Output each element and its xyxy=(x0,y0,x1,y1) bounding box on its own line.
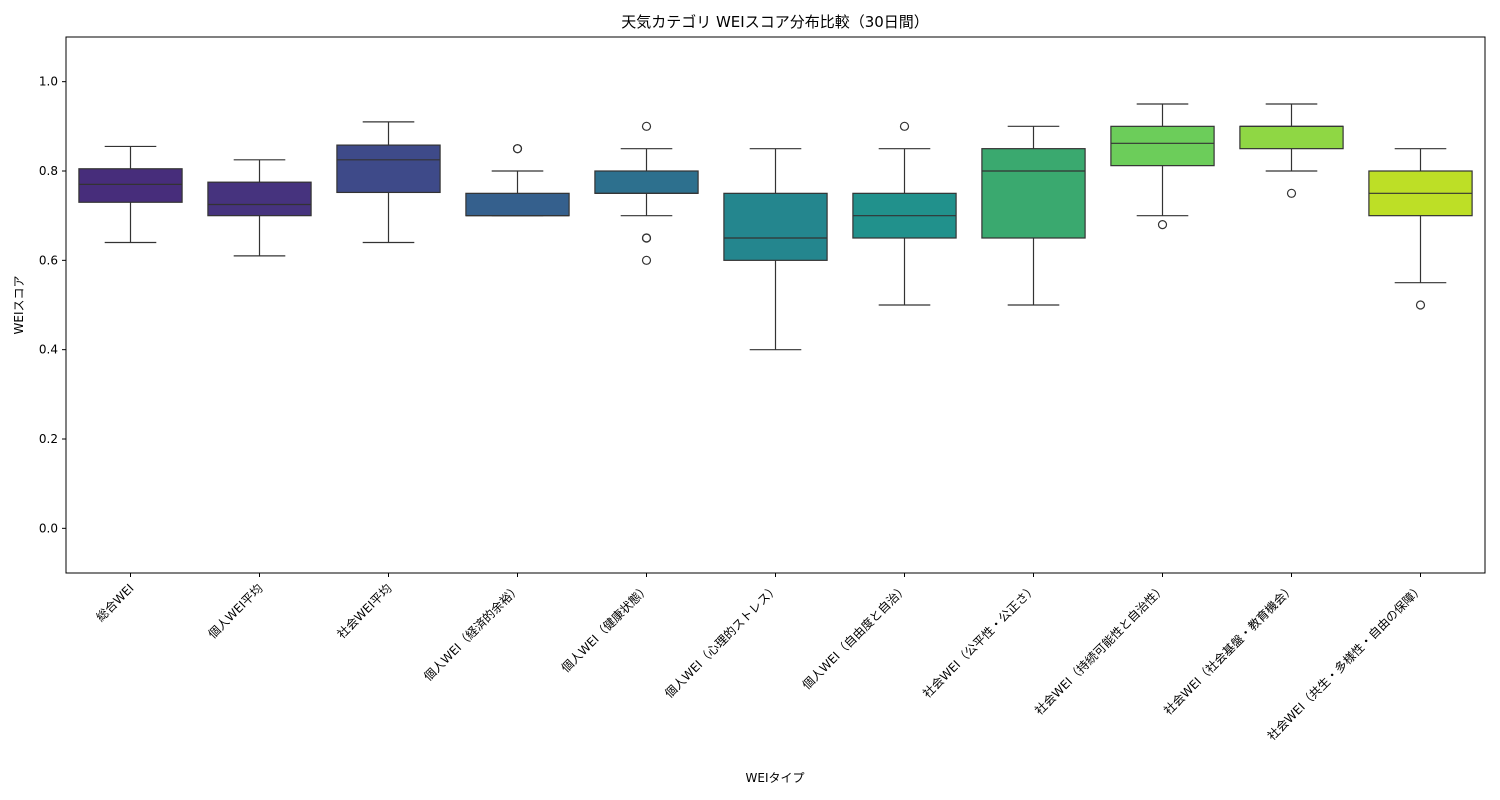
box-group xyxy=(1110,103,1215,230)
y-tick-label: 1.0 xyxy=(39,75,58,89)
box-group xyxy=(1239,103,1344,198)
x-axis-label: WEIタイプ xyxy=(746,771,805,785)
outlier-point xyxy=(641,121,652,131)
box-group xyxy=(981,125,1086,306)
box xyxy=(594,170,699,194)
box xyxy=(981,148,1086,239)
outlier-point xyxy=(641,233,652,243)
box-group xyxy=(465,144,570,217)
outlier-point xyxy=(641,255,652,265)
box xyxy=(207,181,312,217)
x-tick-label: 社会WEI（社会基盤・教育機会） xyxy=(1160,581,1297,718)
box xyxy=(723,192,828,261)
box xyxy=(78,168,183,203)
y-tick-label: 0.4 xyxy=(39,343,58,357)
x-tick-label: 総合WEI xyxy=(93,581,137,625)
x-tick-label: 社会WEI（共生・多様性・自由の保障） xyxy=(1264,581,1427,744)
outlier-point xyxy=(1286,188,1297,198)
x-tick-label: 個人WEI（自由度と自治） xyxy=(799,581,911,693)
box-group xyxy=(336,121,441,244)
x-tick-label: 社会WEI（公平性・公正さ） xyxy=(919,581,1039,701)
chart-title: 天気カテゴリ WEIスコア分布比較（30日間） xyxy=(621,13,929,31)
y-tick-label: 0.0 xyxy=(39,521,58,535)
y-tick-label: 0.6 xyxy=(39,253,58,267)
outlier-point xyxy=(899,121,910,131)
box xyxy=(465,192,570,217)
y-axis-label: WEIスコア xyxy=(12,276,26,335)
x-tick-label: 個人WEI平均 xyxy=(206,581,266,641)
outlier-point xyxy=(512,144,523,154)
x-tick-label: 社会WEI平均 xyxy=(334,581,395,642)
outlier-point xyxy=(1415,300,1426,310)
box-group xyxy=(78,145,183,244)
box xyxy=(1239,125,1344,150)
y-tick-label: 0.2 xyxy=(39,432,58,446)
box-group xyxy=(852,121,957,306)
box xyxy=(336,144,441,194)
x-tick-label: 個人WEI（心理的ストレス） xyxy=(661,581,781,701)
x-tick-label: 社会WEI（持続可能性と自治性） xyxy=(1031,581,1168,718)
x-tick-label: 個人WEI（経済的余裕） xyxy=(420,581,523,684)
box-group xyxy=(723,148,828,351)
box xyxy=(1110,125,1215,167)
y-tick-label: 0.8 xyxy=(39,164,58,178)
box-group xyxy=(1368,148,1473,310)
plot-area xyxy=(78,103,1473,351)
box-group xyxy=(594,121,699,265)
box-group xyxy=(207,159,312,257)
outlier-point xyxy=(1157,220,1168,230)
x-tick-label: 個人WEI（健康状態） xyxy=(558,581,653,676)
